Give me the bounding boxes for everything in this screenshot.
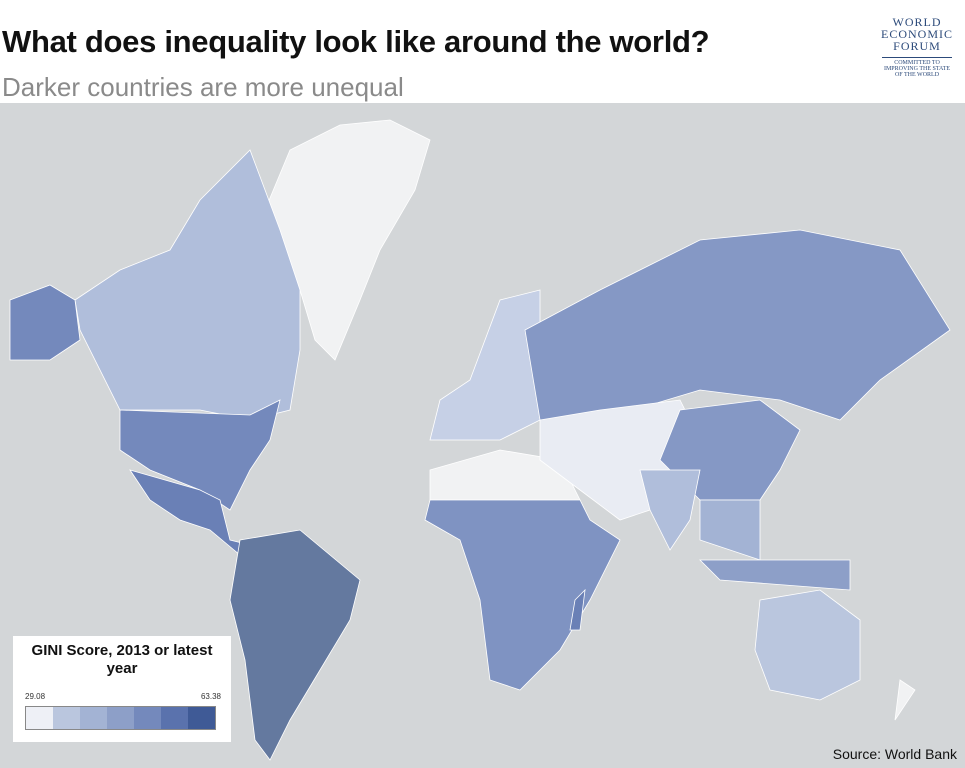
legend-swatch [188,707,215,729]
legend-min: 29.08 [25,692,46,701]
logo-tagline: COMMITTED TO [894,60,940,66]
canada [74,149,301,421]
source: Source: World Bank [832,746,957,762]
countries [9,119,951,761]
legend-swatch [107,707,134,729]
world-map [0,103,965,768]
legend-swatch [26,707,53,729]
new-zealand [894,679,916,721]
legend-max: 63.38 [200,692,221,701]
india [639,469,701,551]
south-america [229,529,361,761]
title: What does inequality look like around th… [2,24,710,59]
legend-swatch [134,707,161,729]
madagascar [569,588,586,631]
legend: GINI Score, 2013 or latest year 29.08 63… [13,636,231,742]
logo-tagline: OF THE WORLD [894,72,940,78]
subtitle: Darker countries are more unequal [2,72,404,102]
legend-swatch [161,707,188,729]
legend-title: GINI Score, 2013 or latest year [31,642,213,677]
logo-text: WORLD [892,15,942,29]
alaska [9,284,81,361]
africa-south [424,499,621,691]
usa [119,399,281,511]
legend-swatch [80,707,107,729]
logo-text: FORUM [893,39,941,53]
logo-tagline: IMPROVING THE STATE [883,66,951,72]
legend-scale [25,706,216,730]
australia [754,589,861,701]
europe [429,289,541,441]
indonesia [699,559,851,591]
logo-text: ECONOMIC [880,27,953,41]
logo: WORLD ECONOMIC FORUM COMMITTED TO IMPROV… [872,16,962,78]
legend-swatch [53,707,80,729]
